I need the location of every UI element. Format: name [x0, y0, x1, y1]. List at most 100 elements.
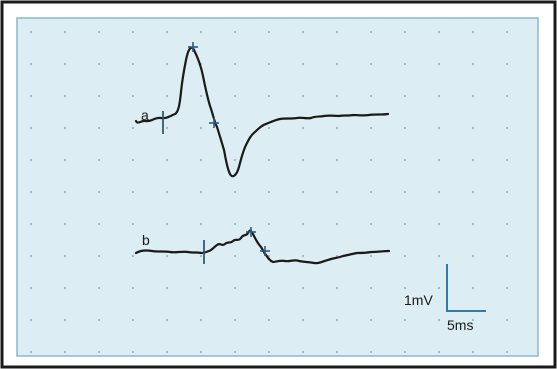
- trace-b-label: b: [142, 232, 150, 248]
- grid-dot: [403, 62, 407, 66]
- grid-dot: [505, 30, 509, 34]
- grid-dot: [471, 62, 475, 66]
- grid-dot: [63, 126, 67, 130]
- grid-dot: [233, 254, 237, 258]
- grid-dot: [267, 350, 271, 354]
- grid-dot: [199, 222, 203, 226]
- grid-dot: [131, 190, 135, 194]
- grid-dot: [505, 94, 509, 98]
- grid-dot: [267, 318, 271, 322]
- grid-dot: [131, 318, 135, 322]
- grid-dot: [335, 350, 339, 354]
- grid-dot: [29, 62, 33, 66]
- grid-dot: [97, 62, 101, 66]
- grid-dot: [131, 350, 135, 354]
- trace-a-offset-marker: [209, 118, 219, 128]
- grid-dot: [199, 190, 203, 194]
- grid-dot: [471, 126, 475, 130]
- grid-dot: [369, 94, 373, 98]
- grid-dot: [267, 254, 271, 258]
- trace-a-waveform: [134, 46, 390, 178]
- grid-dot: [335, 94, 339, 98]
- grid-dot: [505, 158, 509, 162]
- grid-dot: [233, 286, 237, 290]
- grid-dot: [267, 62, 271, 66]
- grid-dot: [301, 94, 305, 98]
- grid-dot: [233, 318, 237, 322]
- grid-dot: [233, 62, 237, 66]
- grid-dot: [369, 190, 373, 194]
- plot-panel: [16, 17, 539, 357]
- grid-dot: [199, 30, 203, 34]
- grid-dot: [301, 126, 305, 130]
- grid-dot: [437, 286, 441, 290]
- grid-dot: [301, 318, 305, 322]
- grid-dot: [165, 318, 169, 322]
- grid-dot: [131, 94, 135, 98]
- grid-dot: [403, 350, 407, 354]
- grid-dot: [233, 94, 237, 98]
- grid-dot: [131, 222, 135, 226]
- grid-dot: [63, 318, 67, 322]
- grid-dot: [301, 350, 305, 354]
- grid-dot: [471, 30, 475, 34]
- grid-dot: [29, 94, 33, 98]
- grid-dot: [437, 318, 441, 322]
- grid-dot: [471, 158, 475, 162]
- grid-dot: [505, 190, 509, 194]
- trace-a-peak-marker: [188, 42, 198, 52]
- grid-dot: [131, 30, 135, 34]
- grid-dot: [165, 126, 169, 130]
- trace-b-group: b: [134, 227, 391, 265]
- trace-b-offset-marker: [260, 246, 270, 256]
- grid-dot: [301, 62, 305, 66]
- grid-dot: [505, 350, 509, 354]
- grid-dot: [131, 286, 135, 290]
- grid-dot: [233, 158, 237, 162]
- grid-dot: [131, 126, 135, 130]
- grid-dot: [505, 126, 509, 130]
- grid-dot: [199, 254, 203, 258]
- grid-dot: [165, 350, 169, 354]
- grid-dot: [267, 286, 271, 290]
- trace-b-peak-marker: [246, 227, 256, 237]
- grid-dot: [471, 318, 475, 322]
- grid-dot: [437, 254, 441, 258]
- grid-dot: [369, 318, 373, 322]
- voltage-scale-label: 1mV: [404, 292, 433, 308]
- grid-dot: [437, 30, 441, 34]
- grid-dot: [437, 158, 441, 162]
- grid-dot: [29, 126, 33, 130]
- grid-dot: [29, 190, 33, 194]
- grid-dot: [335, 158, 339, 162]
- dot-grid: [29, 30, 509, 354]
- grid-dot: [29, 318, 33, 322]
- grid-dot: [267, 190, 271, 194]
- grid-dot: [199, 286, 203, 290]
- grid-dot: [369, 62, 373, 66]
- grid-dot: [335, 318, 339, 322]
- grid-dot: [335, 222, 339, 226]
- grid-dot: [437, 350, 441, 354]
- grid-dot: [165, 222, 169, 226]
- grid-dot: [165, 254, 169, 258]
- grid-dot: [471, 286, 475, 290]
- trace-a-group: a: [134, 42, 390, 178]
- grid-dot: [471, 350, 475, 354]
- grid-dot: [233, 30, 237, 34]
- grid-dot: [403, 158, 407, 162]
- grid-dot: [369, 158, 373, 162]
- grid-dot: [267, 158, 271, 162]
- grid-dot: [403, 94, 407, 98]
- grid-dot: [63, 158, 67, 162]
- grid-dot: [369, 222, 373, 226]
- grid-dot: [471, 222, 475, 226]
- grid-dot: [301, 222, 305, 226]
- grid-dot: [29, 222, 33, 226]
- grid-dot: [131, 62, 135, 66]
- grid-dot: [29, 158, 33, 162]
- grid-dot: [97, 30, 101, 34]
- grid-dot: [165, 62, 169, 66]
- grid-dot: [165, 286, 169, 290]
- grid-dot: [403, 126, 407, 130]
